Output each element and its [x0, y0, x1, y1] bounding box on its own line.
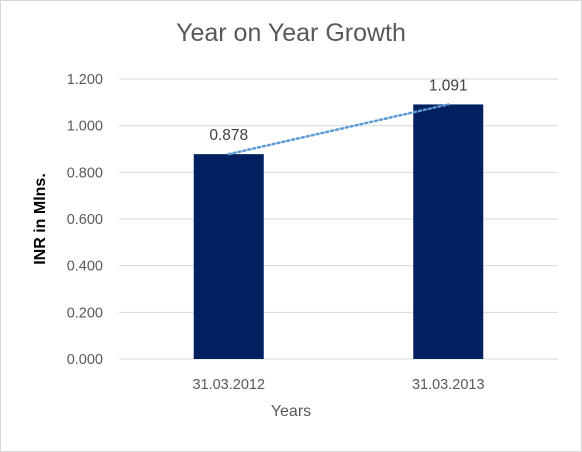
y-tick-label: 0.200	[67, 305, 103, 321]
y-tick-label: 0.600	[67, 212, 103, 228]
bar	[193, 154, 264, 359]
y-tick-label: 0.000	[67, 352, 103, 368]
y-tick-label: 1.000	[67, 119, 103, 135]
y-tick-label: 0.800	[67, 165, 103, 181]
bar	[413, 104, 484, 359]
x-tick-label: 31.03.2013	[412, 377, 485, 393]
chart-title: Year on Year Growth	[176, 19, 406, 47]
trendline	[227, 103, 450, 156]
y-tick-label: 1.200	[67, 72, 103, 88]
data-label: 1.091	[429, 77, 468, 94]
y-tick-label: 0.400	[67, 259, 103, 275]
x-tick-label: 31.03.2012	[192, 377, 265, 393]
x-axis-title: Years	[270, 403, 312, 420]
data-label: 0.878	[209, 127, 248, 144]
